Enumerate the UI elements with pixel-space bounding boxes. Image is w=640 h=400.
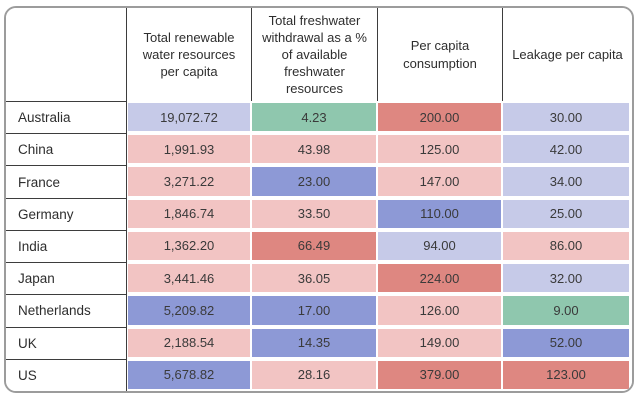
heatmap-cell: 14.35 [252,328,376,357]
heatmap-cell: 28.16 [252,360,376,389]
heatmap-cell: 25.00 [503,199,629,228]
table-row-us: US 5,678.82 28.16 379.00 123.00 [6,358,632,391]
value-cell: 379.00 [377,358,502,391]
row-label: Japan [6,262,127,295]
heatmap-cell: 86.00 [503,231,629,261]
value-cell: 126.00 [377,294,502,327]
heatmap-table: Total renewable water resources per capi… [6,8,632,391]
heatmap-cell: 32.00 [503,264,629,293]
heatmap-cell: 94.00 [378,231,501,261]
heatmap-cell: 66.49 [252,231,376,261]
row-label: Australia [6,101,127,134]
value-cell: 34.00 [502,165,632,198]
row-label: Netherlands [6,294,127,327]
column-header-leakage: Leakage per capita [502,8,632,101]
heatmap-cell: 42.00 [503,135,629,164]
value-cell: 1,846.74 [127,197,251,230]
value-cell: 3,441.46 [127,262,251,295]
table-row-india: India 1,362.20 66.49 94.00 86.00 [6,229,632,263]
table-row-japan: Japan 3,441.46 36.05 224.00 32.00 [6,262,632,295]
heatmap-cell: 147.00 [378,167,501,196]
heatmap-cell: 17.00 [252,296,376,325]
table-row-netherlands: Netherlands 5,209.82 17.00 126.00 9.00 [6,294,632,327]
value-cell: 33.50 [251,197,377,230]
value-cell: 149.00 [377,326,502,359]
heatmap-table-card: Total renewable water resources per capi… [4,6,634,393]
heatmap-cell: 110.00 [378,199,501,228]
row-label: China [6,133,127,166]
heatmap-cell: 3,271.22 [128,167,250,196]
value-cell: 66.49 [251,229,377,263]
heatmap-cell: 19,072.72 [128,103,250,132]
value-cell: 123.00 [502,358,632,391]
column-header-renewable-resources: Total renewable water resources per capi… [127,8,251,101]
table-row-germany: Germany 1,846.74 33.50 110.00 25.00 [6,197,632,230]
heatmap-cell: 34.00 [503,167,629,196]
value-cell: 9.00 [502,294,632,327]
heatmap-cell: 379.00 [378,360,501,389]
column-header-per-capita-consumption: Per capita consumption [377,8,502,101]
heatmap-cell: 43.98 [252,135,376,164]
value-cell: 23.00 [251,165,377,198]
value-cell: 43.98 [251,133,377,166]
value-cell: 86.00 [502,229,632,263]
value-cell: 36.05 [251,262,377,295]
value-cell: 30.00 [502,101,632,134]
table-row-australia: Australia 19,072.72 4.23 200.00 30.00 [6,101,632,134]
row-label: France [6,165,127,198]
value-cell: 4.23 [251,101,377,134]
value-cell: 5,678.82 [127,358,251,391]
value-cell: 147.00 [377,165,502,198]
heatmap-cell: 1,846.74 [128,199,250,228]
value-cell: 17.00 [251,294,377,327]
value-cell: 3,271.22 [127,165,251,198]
value-cell: 14.35 [251,326,377,359]
heatmap-cell: 123.00 [503,360,629,389]
heatmap-cell: 36.05 [252,264,376,293]
value-cell: 5,209.82 [127,294,251,327]
heatmap-cell: 1,991.93 [128,135,250,164]
row-label: India [6,229,127,263]
corner-cell [6,8,127,101]
table-row-china: China 1,991.93 43.98 125.00 42.00 [6,133,632,166]
heatmap-cell: 149.00 [378,328,501,357]
value-cell: 2,188.54 [127,326,251,359]
value-cell: 25.00 [502,197,632,230]
heatmap-cell: 23.00 [252,167,376,196]
heatmap-cell: 224.00 [378,264,501,293]
value-cell: 94.00 [377,229,502,263]
heatmap-cell: 30.00 [503,103,629,132]
heatmap-cell: 9.00 [503,296,629,325]
heatmap-cell: 5,678.82 [128,360,250,389]
row-label: Germany [6,197,127,230]
heatmap-cell: 52.00 [503,328,629,357]
value-cell: 224.00 [377,262,502,295]
heatmap-cell: 2,188.54 [128,328,250,357]
value-cell: 110.00 [377,197,502,230]
heatmap-cell: 126.00 [378,296,501,325]
heatmap-cell: 4.23 [252,103,376,132]
value-cell: 1,362.20 [127,229,251,263]
row-label: UK [6,326,127,359]
column-header-freshwater-withdrawal: Total freshwater withdrawal as a % of av… [251,8,377,101]
table-row-france: France 3,271.22 23.00 147.00 34.00 [6,165,632,198]
heatmap-cell: 1,362.20 [128,231,250,261]
heatmap-cell: 3,441.46 [128,264,250,293]
value-cell: 19,072.72 [127,101,251,134]
value-cell: 28.16 [251,358,377,391]
table-row-uk: UK 2,188.54 14.35 149.00 52.00 [6,326,632,359]
header-row: Total renewable water resources per capi… [6,8,632,101]
heatmap-cell: 200.00 [378,103,501,132]
value-cell: 52.00 [502,326,632,359]
value-cell: 200.00 [377,101,502,134]
heatmap-cell: 5,209.82 [128,296,250,325]
heatmap-cell: 33.50 [252,199,376,228]
heatmap-cell: 125.00 [378,135,501,164]
value-cell: 42.00 [502,133,632,166]
value-cell: 32.00 [502,262,632,295]
value-cell: 1,991.93 [127,133,251,166]
row-label: US [6,358,127,391]
value-cell: 125.00 [377,133,502,166]
